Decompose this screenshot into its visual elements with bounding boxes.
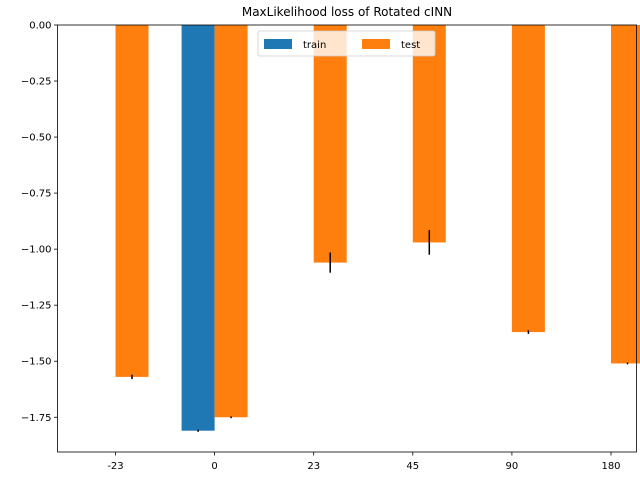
y-tick-label: 0.00 xyxy=(29,21,51,32)
y-tick-label: −1.75 xyxy=(21,413,52,424)
bars-layer xyxy=(115,25,640,431)
axes-layer xyxy=(57,24,637,453)
x-tick-label: 180 xyxy=(601,461,620,472)
legend-swatch-test xyxy=(362,39,390,49)
y-ticks: 0.00 −0.25 −0.50 −0.75 −1.00 −1.25 −1.50 −1.75 xyxy=(21,21,58,424)
x-tick-label: 23 xyxy=(307,461,320,472)
axes-frame xyxy=(57,24,637,453)
y-tick-label: −0.50 xyxy=(21,133,52,144)
bar-test-90 xyxy=(511,25,545,333)
errorbars-layer xyxy=(131,230,629,432)
bar-train-0 xyxy=(181,25,215,431)
y-tick-label: −1.50 xyxy=(21,357,52,368)
x-tick-label: 0 xyxy=(211,461,217,472)
legend-label-train: train xyxy=(303,40,326,51)
bar-test-180 xyxy=(611,25,640,364)
x-tick-label: -23 xyxy=(107,461,123,472)
bar-test-0 xyxy=(214,25,248,418)
y-tick-label: −1.25 xyxy=(21,301,52,312)
x-tick-label: 45 xyxy=(406,461,419,472)
x-tick-label: 90 xyxy=(506,461,519,472)
bar-test-45 xyxy=(412,25,446,243)
bar-test--23 xyxy=(115,25,149,377)
legend: train test xyxy=(257,30,436,57)
legend-swatch-train xyxy=(264,39,292,49)
legend-frame xyxy=(257,30,436,57)
chart-title: MaxLikelihood loss of Rotated cINN xyxy=(242,5,452,19)
legend-label-test: test xyxy=(401,40,420,51)
y-tick-label: −1.00 xyxy=(21,245,52,256)
y-tick-label: −0.25 xyxy=(21,77,52,88)
y-tick-label: −0.75 xyxy=(21,189,52,200)
x-ticks: -23 0 23 45 90 180 xyxy=(107,452,621,472)
bar-test-23 xyxy=(313,25,347,263)
